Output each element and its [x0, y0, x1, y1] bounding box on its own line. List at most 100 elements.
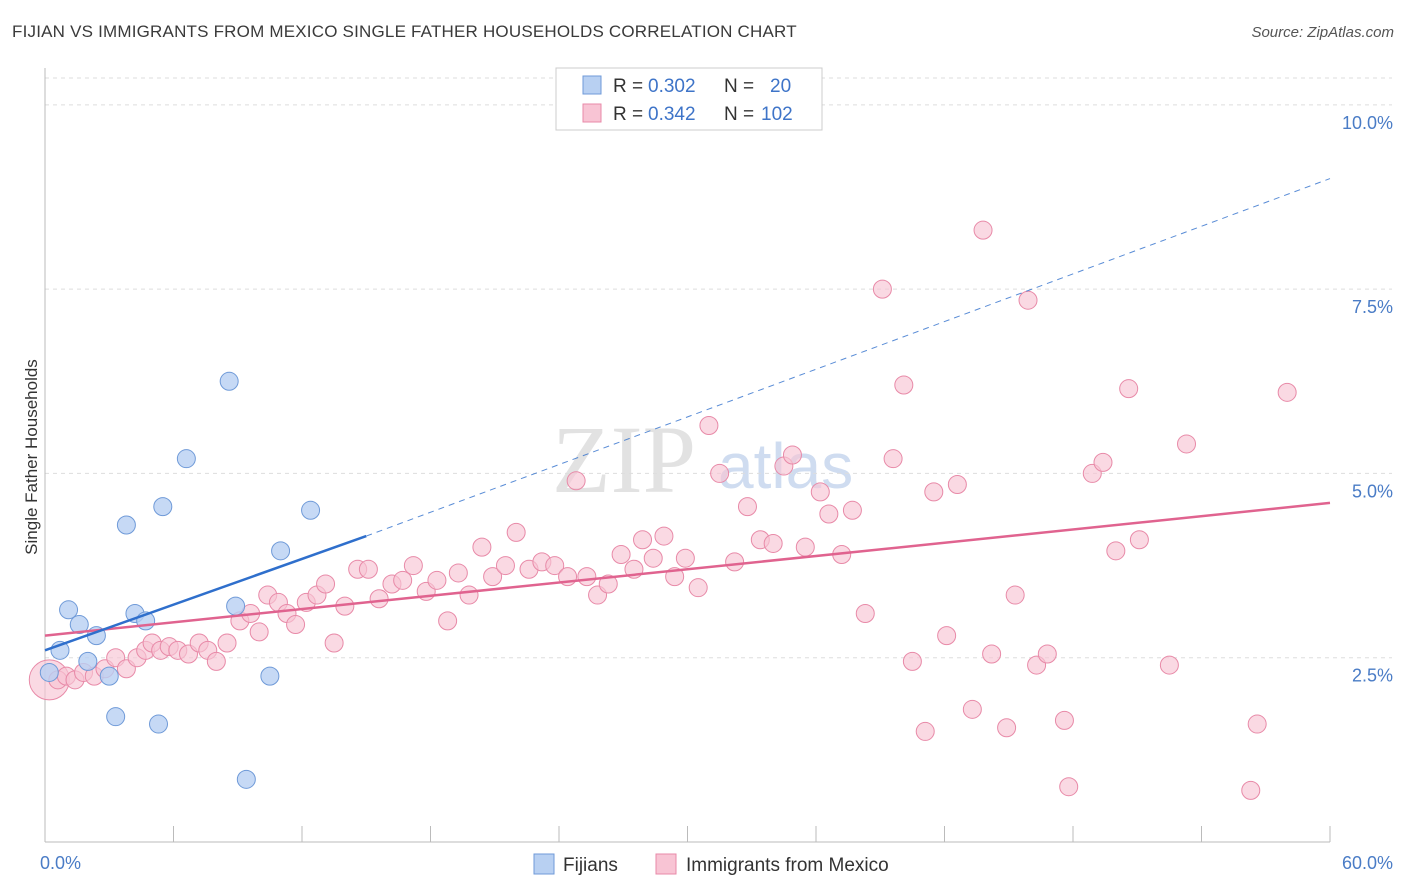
fijian-point-17: [260, 666, 280, 686]
mexico-point-104: [1277, 382, 1297, 402]
bottom-legend-mexico: Immigrants from Mexico: [686, 855, 889, 876]
mexico-point-22: [249, 622, 269, 642]
fijian-point-18: [271, 541, 291, 561]
mexico-point-73: [819, 504, 839, 524]
mexico-point-99: [1129, 530, 1149, 550]
mexico-point-101: [1177, 434, 1197, 454]
mexico-point-89: [1005, 585, 1025, 605]
y-tick-label-2: 7.5%: [1352, 297, 1393, 317]
mexico-point-65: [725, 552, 745, 572]
fijian-trend-line: [44, 534, 367, 652]
mexico-point-44: [483, 567, 503, 587]
mexico-point-70: [782, 445, 802, 465]
mexico-point-75: [842, 500, 862, 520]
fijian-point-2: [59, 600, 79, 620]
mexico-point-39: [427, 570, 447, 590]
mexico-point-19: [217, 633, 237, 653]
fijian-point-0: [39, 662, 59, 682]
watermark-zip: ZIP: [552, 406, 696, 513]
x-tick-label-0: 0.0%: [40, 853, 81, 873]
mexico-point-90: [1018, 290, 1038, 310]
fijian-point-15: [226, 596, 246, 616]
series-legend: Fijians Immigrants from Mexico: [533, 853, 889, 876]
mexico-point-66: [737, 497, 757, 517]
mexico-point-83: [937, 626, 957, 646]
mexico-point-36: [393, 570, 413, 590]
mexico-point-100: [1159, 655, 1179, 675]
mexico-point-97: [1106, 541, 1126, 561]
mexico-point-98: [1119, 379, 1139, 399]
y-tick-label-0: 2.5%: [1352, 666, 1393, 686]
mexico-point-87: [982, 644, 1002, 664]
mexico-point-94: [1059, 777, 1079, 797]
mexico-point-80: [902, 651, 922, 671]
mexico-point-79: [894, 375, 914, 395]
axes-layer: 0.0% 60.0%: [40, 68, 1393, 873]
bottom-legend-swatch-fijians: [533, 853, 555, 875]
mexico-point-46: [506, 522, 526, 542]
mexico-point-71: [795, 537, 815, 557]
mexico-point-96: [1093, 452, 1113, 472]
fijian-points: [39, 371, 321, 789]
fijian-point-12: [153, 497, 173, 517]
mexico-point-57: [633, 530, 653, 550]
chart-title: FIJIAN VS IMMIGRANTS FROM MEXICO SINGLE …: [12, 22, 797, 41]
fijian-point-3: [69, 615, 89, 635]
legend-mexico-r-label: R =: [613, 104, 643, 125]
legend-fijians-r-label: R =: [613, 76, 643, 97]
mexico-point-29: [316, 574, 336, 594]
mexico-point-82: [924, 482, 944, 502]
mexico-point-103: [1247, 714, 1267, 734]
mexico-point-42: [459, 585, 479, 605]
mexico-point-58: [643, 548, 663, 568]
fijian-point-19: [301, 500, 321, 520]
mexico-point-54: [598, 574, 618, 594]
legend-mexico-n-label: N =: [724, 104, 754, 125]
grid-layer: 2.5% 5.0% 7.5% 10.0%: [45, 77, 1393, 686]
legend-fijians-n-value: 20: [770, 76, 791, 97]
mexico-point-92: [1037, 644, 1057, 664]
mexico-point-88: [997, 718, 1017, 738]
mexico-point-77: [872, 279, 892, 299]
mexico-point-37: [403, 556, 423, 576]
fijian-point-4: [78, 651, 98, 671]
mexico-point-34: [369, 589, 389, 609]
source-label: Source: ZipAtlas.com: [1251, 24, 1394, 41]
mexico-point-93: [1054, 710, 1074, 730]
mexico-point-63: [699, 416, 719, 436]
y-axis-label: Single Father Households: [22, 359, 41, 555]
bottom-legend-swatch-mexico: [655, 853, 677, 875]
mexico-point-102: [1241, 780, 1261, 800]
fijian-point-8: [116, 515, 136, 535]
legend-fijians-n-label: N =: [724, 76, 754, 97]
bottom-legend-fijians: Fijians: [563, 855, 618, 876]
fijian-point-16: [236, 769, 256, 789]
fijian-point-13: [176, 449, 196, 469]
mexico-point-85: [962, 699, 982, 719]
mexico-point-76: [855, 603, 875, 623]
fijian-point-7: [106, 707, 126, 727]
legend-swatch-fijians: [582, 75, 602, 95]
mexico-point-61: [675, 548, 695, 568]
mexico-point-68: [763, 533, 783, 553]
mexico-point-51: [566, 471, 586, 491]
mexico-point-45: [495, 556, 515, 576]
correlation-legend: R = 0.302 N = 20 R = 0.342 N = 102: [555, 67, 823, 131]
mexico-point-33: [358, 559, 378, 579]
x-tick-label-1: 60.0%: [1342, 853, 1393, 873]
mexico-point-84: [947, 474, 967, 494]
mexico-point-81: [915, 721, 935, 741]
mexico-point-43: [472, 537, 492, 557]
trend-layer: [44, 178, 1331, 652]
fijian-point-11: [149, 714, 169, 734]
y-tick-label-1: 5.0%: [1352, 481, 1393, 501]
mexico-point-62: [688, 578, 708, 598]
mexico-point-26: [286, 615, 306, 635]
legend-mexico-r-value: 0.342: [648, 104, 696, 125]
mexico-trend-line: [44, 501, 1331, 637]
fijian-point-6: [99, 666, 119, 686]
mexico-point-49: [545, 556, 565, 576]
mexico-point-59: [654, 526, 674, 546]
legend-mexico-n-value: 102: [761, 104, 793, 125]
mexico-point-41: [448, 563, 468, 583]
